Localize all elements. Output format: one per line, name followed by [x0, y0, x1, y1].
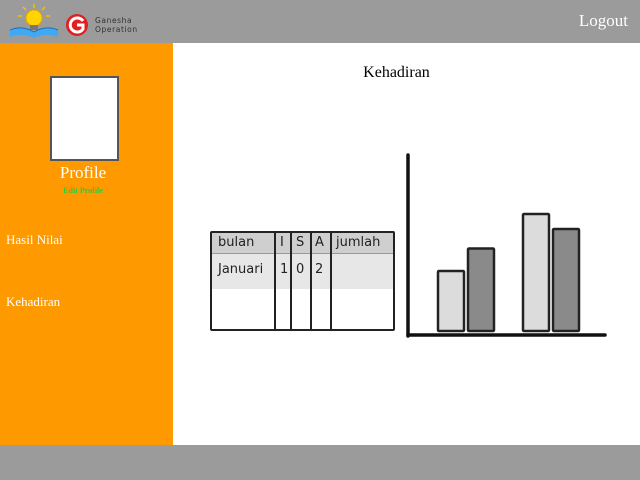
bar-1-1: [551, 227, 581, 333]
brand-line-1: Ganesha: [95, 16, 133, 25]
attendance-bar-chart: [406, 153, 607, 338]
attendance-table: bulan I S A jumlah Januari 1 0 2: [210, 231, 395, 331]
top-bar: Ganesha Operation Logout: [0, 0, 640, 43]
logout-link[interactable]: Logout: [578, 11, 628, 30]
table-column-divider: [292, 233, 312, 329]
footer-bar: [0, 445, 640, 480]
table-cell: 1: [280, 262, 289, 277]
bar-0-1: [466, 247, 496, 333]
sidebar-item-kehadiran[interactable]: Kehadiran: [6, 294, 61, 309]
ganesha-g-logo-icon: [66, 14, 88, 36]
bar-1-0: [521, 212, 551, 333]
table-header-cell: jumlah: [336, 235, 381, 250]
brand-name: Ganesha Operation: [95, 16, 138, 34]
table-header-cell: A: [315, 235, 324, 250]
sidebar-item-hasil-nilai[interactable]: Hasil Nilai: [6, 232, 63, 247]
table-column-divider: [212, 233, 276, 329]
lightbulb-book-logo-icon: [9, 4, 59, 38]
brand-line-2: Operation: [95, 25, 138, 34]
table-header-row: [212, 233, 393, 254]
table-row: [212, 254, 393, 289]
page-title: Kehadiran: [363, 64, 430, 81]
table-header-cell: S: [296, 235, 305, 250]
table-header-cell: bulan: [218, 235, 255, 250]
sidebar: Profile Edit Profile Hasil Nilai Kehadir…: [0, 43, 173, 445]
table-column-divider: [276, 233, 292, 329]
table-cell: Januari: [218, 262, 264, 277]
edit-profile-link[interactable]: Edit Profile: [63, 186, 103, 195]
profile-label: Profile: [59, 163, 107, 182]
bar-0-0: [436, 269, 466, 333]
table-column-divider: [312, 233, 332, 329]
table-cell: 2: [315, 262, 324, 277]
table-cell: 0: [296, 262, 305, 277]
avatar: [50, 76, 119, 161]
table-header-cell: I: [280, 235, 284, 250]
